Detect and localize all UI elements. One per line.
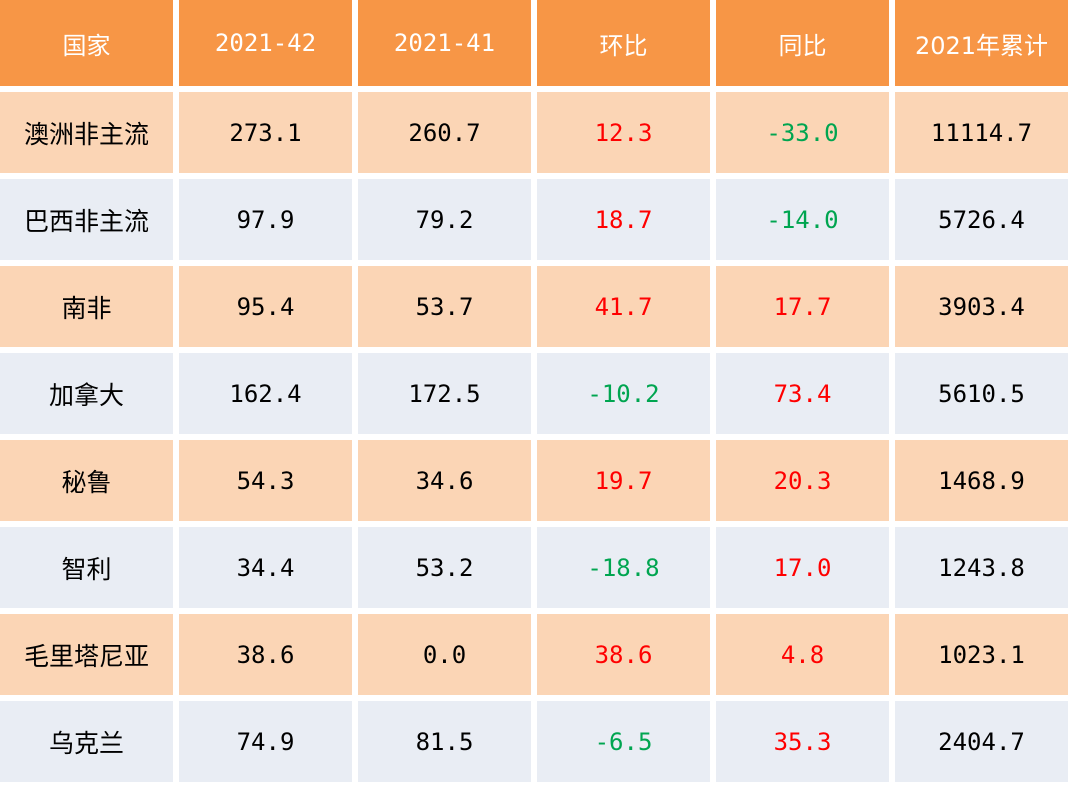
cell-week-41: 53.7 [358,266,537,353]
cell-yoy: 20.3 [716,440,895,527]
cell-country: 毛里塔尼亚 [0,614,179,701]
cell-country: 澳洲非主流 [0,92,179,179]
header-mom: 环比 [537,0,716,92]
cell-week-41: 34.6 [358,440,537,527]
cell-week-42: 162.4 [179,353,358,440]
cell-ytd: 11114.7 [895,92,1074,179]
cell-ytd: 3903.4 [895,266,1074,353]
cell-mom: 19.7 [537,440,716,527]
cell-week-41: 0.0 [358,614,537,701]
cell-yoy: 35.3 [716,701,895,788]
cell-ytd: 2404.7 [895,701,1074,788]
header-week-42: 2021-42 [179,0,358,92]
cell-week-42: 95.4 [179,266,358,353]
cell-ytd: 1468.9 [895,440,1074,527]
cell-week-41: 81.5 [358,701,537,788]
cell-country: 乌克兰 [0,701,179,788]
cell-country: 南非 [0,266,179,353]
cell-country: 秘鲁 [0,440,179,527]
cell-week-42: 74.9 [179,701,358,788]
cell-yoy: 17.7 [716,266,895,353]
header-yoy: 同比 [716,0,895,92]
cell-mom: -6.5 [537,701,716,788]
cell-ytd: 5610.5 [895,353,1074,440]
cell-country: 智利 [0,527,179,614]
cell-mom: 41.7 [537,266,716,353]
cell-country: 加拿大 [0,353,179,440]
cell-week-41: 260.7 [358,92,537,179]
cell-mom: 18.7 [537,179,716,266]
cell-mom: -10.2 [537,353,716,440]
cell-week-41: 172.5 [358,353,537,440]
cell-mom: 12.3 [537,92,716,179]
header-country: 国家 [0,0,179,92]
cell-week-42: 38.6 [179,614,358,701]
cell-yoy: 4.8 [716,614,895,701]
cell-mom: 38.6 [537,614,716,701]
cell-yoy: -14.0 [716,179,895,266]
header-week-41: 2021-41 [358,0,537,92]
cell-yoy: 17.0 [716,527,895,614]
cell-yoy: -33.0 [716,92,895,179]
cell-week-42: 54.3 [179,440,358,527]
cell-ytd: 1023.1 [895,614,1074,701]
cell-country: 巴西非主流 [0,179,179,266]
cell-week-42: 34.4 [179,527,358,614]
cell-ytd: 5726.4 [895,179,1074,266]
header-ytd: 2021年累计 [895,0,1074,92]
cell-mom: -18.8 [537,527,716,614]
cell-ytd: 1243.8 [895,527,1074,614]
cell-yoy: 73.4 [716,353,895,440]
cell-week-41: 53.2 [358,527,537,614]
cell-week-42: 97.9 [179,179,358,266]
cell-week-41: 79.2 [358,179,537,266]
cell-week-42: 273.1 [179,92,358,179]
